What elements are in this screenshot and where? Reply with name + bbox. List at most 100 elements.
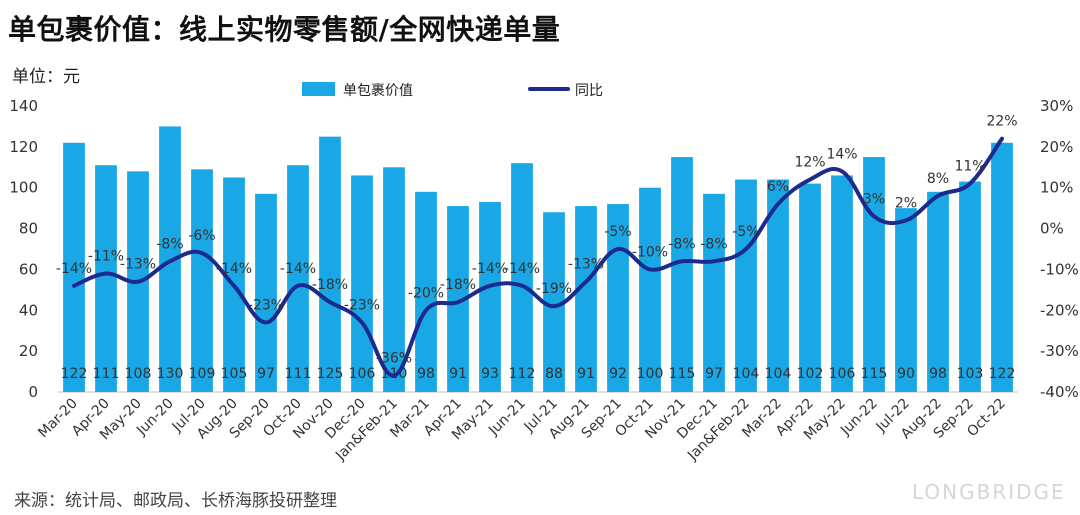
left-axis-tick: 80	[19, 220, 38, 238]
bar-value-label: 115	[861, 366, 888, 382]
line-point-label: -8%	[156, 236, 183, 252]
right-axis-tick: -40%	[1040, 383, 1079, 401]
bar-value-label: 106	[349, 366, 376, 382]
yoy-line	[72, 136, 1004, 378]
bar-value-label: 108	[125, 366, 152, 382]
left-axis-tick: 40	[19, 301, 38, 319]
line-point-label: 22%	[986, 114, 1017, 130]
bar-value-label: 125	[317, 366, 344, 382]
right-axis-tick: 20%	[1040, 138, 1073, 156]
bar-value-label: 90	[897, 366, 915, 382]
line-point-label: -18%	[312, 277, 348, 293]
bar	[863, 157, 885, 392]
bar	[255, 193, 277, 392]
line-point-label: -10%	[632, 244, 668, 260]
line-point-label: 3%	[863, 191, 885, 207]
line-point-labels: -14%-11%-13%-8%-6%-14%-23%-14%-18%-23%-3…	[56, 114, 1018, 367]
bar-value-label: 102	[797, 366, 824, 382]
line-point-label: -13%	[120, 257, 156, 273]
legend-bar-label: 单包裹价值	[343, 83, 413, 99]
line-point-label: -14%	[472, 261, 508, 277]
line-point-label: -13%	[568, 257, 604, 273]
bar	[767, 179, 789, 392]
bar	[799, 183, 821, 392]
left-axis-ticks: 0 20 40 60 80 100 120 140	[9, 97, 38, 401]
right-axis-tick: -20%	[1040, 301, 1079, 319]
right-axis-tick: 10%	[1040, 179, 1073, 197]
bar	[415, 191, 437, 392]
bar-value-label: 111	[93, 366, 120, 382]
bar-value-label: 130	[157, 366, 184, 382]
bar-value-label: 91	[449, 366, 467, 382]
line-point-label: 6%	[767, 179, 789, 195]
bar	[671, 157, 693, 392]
line-point-label: 14%	[826, 146, 857, 162]
bar-value-label: 93	[481, 366, 499, 382]
bar	[831, 175, 853, 392]
right-axis-ticks: -40% -30% -20% -10% 0% 10% 20% 30%	[1040, 97, 1079, 401]
line-point-label: 8%	[927, 171, 949, 187]
bar-value-label: 92	[609, 366, 627, 382]
right-axis-tick: -10%	[1040, 260, 1079, 278]
legend-line-label: 同比	[575, 83, 603, 99]
left-axis-tick: 120	[9, 138, 38, 156]
bar-value-label: 111	[285, 366, 312, 382]
bar	[703, 193, 725, 392]
bar-value-label: 105	[221, 366, 248, 382]
bar	[63, 142, 85, 392]
right-axis-tick: -30%	[1040, 342, 1079, 360]
bar	[895, 208, 917, 392]
legend-bar-swatch	[302, 82, 335, 96]
bar	[927, 191, 949, 392]
bar-value-label: 104	[765, 366, 792, 382]
bar	[447, 206, 469, 392]
line-point-label: -5%	[604, 224, 631, 240]
line-point-label: -11%	[88, 249, 124, 265]
bar-value-label: 104	[733, 366, 760, 382]
bar	[959, 181, 981, 392]
line-point-label: -14%	[504, 261, 540, 277]
line-point-label: 2%	[895, 195, 917, 211]
line-point-label: -23%	[344, 298, 380, 314]
line-point-label: -23%	[248, 298, 284, 314]
bar	[95, 165, 117, 392]
bar-value-label: 91	[577, 366, 595, 382]
left-axis-tick: 60	[19, 260, 38, 278]
bar	[383, 167, 405, 392]
x-axis-ticks: Mar-20Apr-20May-20Jun-20Jul-20Aug-20Sep-…	[35, 396, 1009, 465]
bar	[575, 206, 597, 392]
bar-value-label: 115	[669, 366, 696, 382]
bar	[351, 175, 373, 392]
bar-value-label: 122	[989, 366, 1016, 382]
line-point-label: 12%	[794, 155, 825, 171]
source-note: 来源：统计局、邮政局、长桥海豚投研整理	[14, 491, 337, 511]
line-point-label: -6%	[188, 228, 215, 244]
bar-series	[63, 126, 1013, 392]
bar	[319, 136, 341, 392]
chart-legend: 单包裹价值 同比	[302, 82, 603, 99]
right-axis-tick: 0%	[1040, 220, 1064, 238]
bar-value-label: 112	[509, 366, 536, 382]
bar	[735, 179, 757, 392]
bar-value-label: 100	[637, 366, 664, 382]
line-point-label: -14%	[216, 261, 252, 277]
bar-value-label: 98	[417, 366, 435, 382]
bar	[287, 165, 309, 392]
bar	[543, 212, 565, 392]
bar	[511, 163, 533, 392]
line-point-label: -5%	[732, 224, 759, 240]
bar-value-label: 97	[257, 366, 275, 382]
bar	[191, 169, 213, 392]
line-point-label: -18%	[440, 277, 476, 293]
right-axis-tick: 30%	[1040, 97, 1073, 115]
line-point-label: -19%	[536, 281, 572, 297]
left-axis-tick: 0	[28, 383, 38, 401]
line-point-label: -20%	[408, 285, 444, 301]
bar	[479, 202, 501, 392]
bar-value-label: 103	[957, 366, 984, 382]
line-point-label: -14%	[280, 261, 316, 277]
line-point-label: -8%	[668, 236, 695, 252]
line-point-label: -14%	[56, 261, 92, 277]
line-point-label: 11%	[954, 159, 985, 175]
